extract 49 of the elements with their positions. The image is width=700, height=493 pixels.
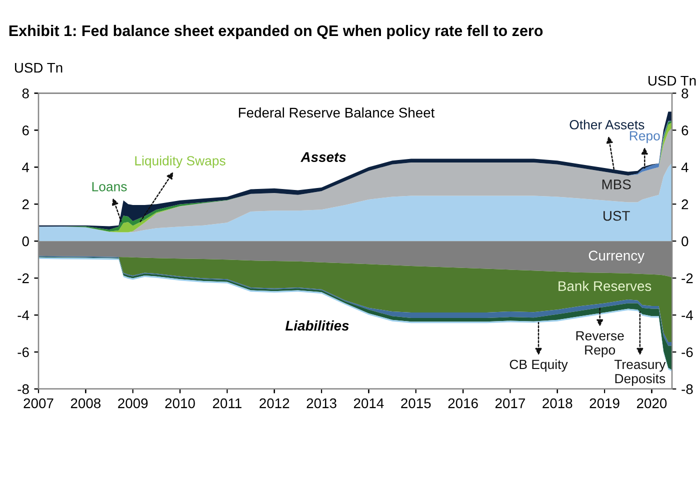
x-tick-label: 2009	[118, 398, 148, 408]
series-label: Other Assets	[570, 120, 644, 130]
x-tick-label: 2015	[401, 398, 431, 408]
y2-axis-title: USD Tn	[648, 76, 696, 86]
series-label: Loans	[92, 182, 127, 192]
series-label: UST	[604, 210, 630, 221]
series-label: Repo	[630, 131, 660, 144]
series-label: Bank Reserves	[558, 280, 652, 292]
x-tick-label: 2018	[542, 398, 572, 408]
annotation: Assets	[300, 152, 346, 162]
y-tick-label: -4	[18, 310, 30, 320]
annotation: Liabilities	[285, 320, 349, 331]
y-tick-label: -8	[18, 384, 29, 394]
x-tick-label: 2008	[70, 398, 101, 408]
x-tick-label: 2007	[24, 398, 54, 408]
y-tick-label: 8	[22, 88, 29, 98]
series-label: Treasury Deposits	[614, 360, 666, 386]
x-tick-label: 2017	[495, 398, 525, 408]
x-tick-label: 2014	[354, 398, 384, 408]
x-tick-label: 2020	[636, 398, 667, 408]
y2-tick-label: -2	[682, 273, 693, 284]
x-tick-label: 2016	[448, 398, 478, 408]
y-tick-label: -2	[18, 273, 29, 284]
y2-tick-label: -6	[682, 347, 693, 358]
series-label: Reverse Repo	[576, 331, 624, 358]
y2-tick-label: 4	[681, 162, 688, 172]
y2-tick-label: 6	[682, 125, 688, 136]
x-tick-label: 2010	[165, 398, 195, 408]
x-tick-label: 2012	[260, 398, 290, 408]
y-tick-label: 0	[22, 236, 29, 246]
series-label: MBS	[602, 180, 631, 190]
y-tick-label: 6	[22, 125, 29, 136]
x-tick-label: 2011	[212, 398, 242, 408]
x-tick-label: 2013	[306, 398, 336, 408]
y-axis-title: USD Tn	[15, 62, 62, 73]
y2-tick-label: 0	[682, 236, 688, 246]
text: CB Equity	[510, 359, 568, 372]
y2-tick-label: -8	[682, 384, 693, 394]
text: Liquidity Swaps	[135, 156, 226, 168]
annotation: Federal Reserve Balance Sheet	[238, 107, 435, 118]
chart-title: Exhibit 1: Fed balance sheet expanded on QE when policy rate fell to zero	[9, 24, 543, 40]
series-label: Currency	[588, 250, 644, 264]
y-tick-label: 2	[22, 199, 29, 210]
x-tick-label: 2019	[590, 398, 620, 408]
y2-tick-label: 8	[682, 88, 688, 98]
y2-tick-label: 2	[682, 199, 688, 210]
y2-tick-label: -4	[682, 310, 693, 320]
y-tick-label: 4	[22, 162, 30, 172]
y-tick-label: -6	[18, 347, 29, 358]
